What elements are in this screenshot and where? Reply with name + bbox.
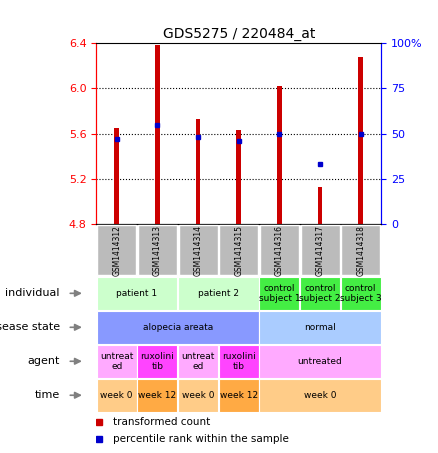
Bar <box>219 225 258 275</box>
Text: week 12: week 12 <box>138 391 177 400</box>
Bar <box>138 345 177 378</box>
Text: GSM1414316: GSM1414316 <box>275 225 284 276</box>
Text: GSM1414312: GSM1414312 <box>112 225 121 276</box>
Bar <box>219 379 258 411</box>
Bar <box>178 277 258 310</box>
Bar <box>259 345 381 378</box>
Bar <box>179 225 218 275</box>
Text: control
subject 2: control subject 2 <box>299 284 341 303</box>
Text: individual: individual <box>5 288 60 299</box>
Bar <box>341 277 381 310</box>
Text: GSM1414313: GSM1414313 <box>153 225 162 276</box>
Title: GDS5275 / 220484_at: GDS5275 / 220484_at <box>162 27 315 41</box>
Text: percentile rank within the sample: percentile rank within the sample <box>113 434 290 444</box>
Text: agent: agent <box>27 356 60 366</box>
Bar <box>138 225 177 275</box>
Bar <box>358 57 363 224</box>
Text: GSM1414318: GSM1414318 <box>356 225 365 276</box>
Text: untreated: untreated <box>298 357 343 366</box>
Text: week 0: week 0 <box>304 391 336 400</box>
Bar <box>178 379 218 411</box>
Bar <box>300 277 340 310</box>
Bar <box>259 311 381 343</box>
Text: untreat
ed: untreat ed <box>181 352 215 371</box>
Bar <box>260 225 299 275</box>
Bar <box>259 379 381 411</box>
Text: week 12: week 12 <box>219 391 258 400</box>
Text: transformed count: transformed count <box>113 417 211 427</box>
Text: patient 1: patient 1 <box>117 289 158 298</box>
Text: ruxolini
tib: ruxolini tib <box>141 352 174 371</box>
Text: normal: normal <box>304 323 336 332</box>
Text: week 0: week 0 <box>182 391 214 400</box>
Text: GSM1414317: GSM1414317 <box>315 225 325 276</box>
Bar <box>341 225 380 275</box>
Text: patient 2: patient 2 <box>198 289 239 298</box>
Text: control
subject 1: control subject 1 <box>258 284 300 303</box>
Bar <box>97 379 137 411</box>
Text: alopecia areata: alopecia areata <box>143 323 213 332</box>
Text: time: time <box>35 390 60 400</box>
Bar <box>155 45 160 224</box>
Text: ruxolini
tib: ruxolini tib <box>222 352 256 371</box>
Text: control
subject 3: control subject 3 <box>340 284 381 303</box>
Bar <box>114 128 119 224</box>
Bar <box>97 225 136 275</box>
Bar <box>277 86 282 224</box>
Bar <box>300 225 339 275</box>
Text: GSM1414314: GSM1414314 <box>194 225 202 276</box>
Text: disease state: disease state <box>0 322 60 333</box>
Bar <box>318 187 322 224</box>
Bar <box>259 277 299 310</box>
Bar <box>219 345 258 378</box>
Bar <box>97 277 177 310</box>
Bar <box>178 345 218 378</box>
Text: week 0: week 0 <box>100 391 133 400</box>
Bar <box>196 119 201 224</box>
Text: GSM1414315: GSM1414315 <box>234 225 243 276</box>
Bar <box>236 130 241 224</box>
Bar <box>138 379 177 411</box>
Bar <box>97 345 137 378</box>
Bar <box>97 311 258 343</box>
Text: untreat
ed: untreat ed <box>100 352 134 371</box>
